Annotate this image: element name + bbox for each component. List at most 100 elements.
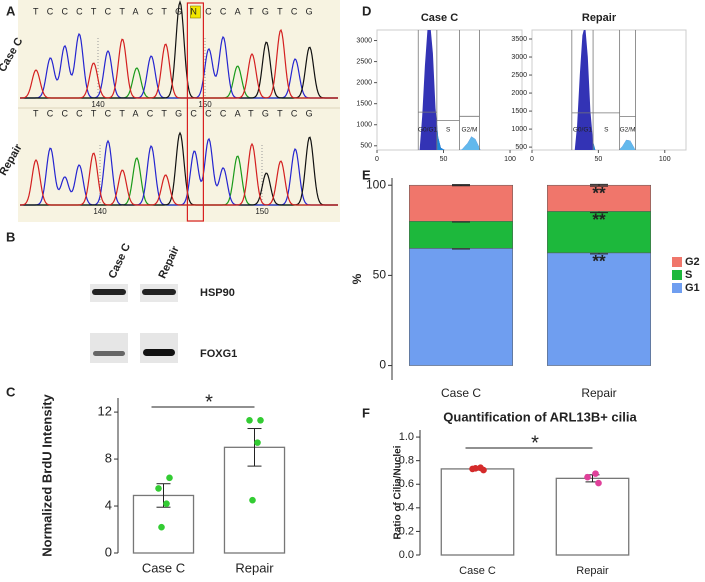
legend-swatch — [672, 283, 682, 293]
band — [143, 349, 175, 356]
panel-label: D — [362, 3, 371, 18]
data-point — [477, 464, 484, 472]
gate-label: G0/G1 — [573, 127, 593, 134]
position-label: 140 — [93, 207, 107, 216]
data-point — [246, 417, 253, 424]
bar-segment — [409, 221, 513, 249]
bar-segment — [547, 252, 651, 366]
data-point — [158, 523, 165, 531]
position-label: 150 — [255, 207, 269, 216]
y-axis-label: Normalized BrdU Intensity — [39, 393, 54, 556]
y-tick-label: 1.0 — [399, 431, 414, 443]
legend-label: G2 — [685, 256, 700, 268]
gate-label: G2/M — [620, 127, 636, 134]
data-point — [595, 479, 602, 487]
lane-label: Repair — [156, 244, 182, 281]
band — [93, 351, 125, 356]
chart-title: Case C — [421, 12, 458, 24]
x-tick-label: Case C — [441, 386, 481, 400]
y-tick-label: 2500 — [356, 58, 372, 65]
gate-label: S — [446, 127, 451, 134]
y-axis-label: Ratio of Cilia/Nuclei — [393, 445, 404, 539]
y-tick-label: 0 — [105, 544, 112, 559]
data-point — [472, 465, 479, 472]
y-tick-label: 3500 — [511, 36, 527, 43]
position-label: 150 — [198, 100, 212, 109]
y-tick-label: 1000 — [356, 122, 372, 129]
histogram — [419, 30, 481, 150]
y-tick-label: 100 — [366, 177, 386, 191]
y-tick-label: 500 — [360, 143, 372, 150]
plot-frame — [376, 29, 523, 151]
band-label: FOXG1 — [200, 348, 237, 360]
x-tick-label: Case C — [142, 560, 185, 575]
x-tick-label: Repair — [576, 565, 609, 577]
y-tick-label: 12 — [98, 404, 112, 419]
y-tick-label: 2000 — [356, 79, 372, 86]
y-tick-label: 1500 — [356, 101, 372, 108]
significance: ** — [592, 251, 606, 270]
y-tick-label: 2000 — [511, 90, 527, 97]
y-tick-label: 3000 — [356, 37, 372, 44]
y-tick-label: 0.8 — [399, 455, 414, 467]
y-tick-label: 1500 — [511, 108, 527, 115]
position-label: 140 — [91, 100, 105, 109]
y-tick-label: 0.6 — [399, 478, 414, 490]
panel-label: F — [362, 405, 370, 420]
y-tick-label: 8 — [105, 450, 112, 465]
panel-label: E — [362, 167, 371, 182]
chart-title: Repair — [582, 12, 617, 24]
significance: ** — [592, 184, 606, 203]
plot-frame — [531, 29, 687, 151]
x-tick-label: Repair — [235, 560, 274, 575]
y-tick-label: 2500 — [511, 72, 527, 79]
histogram — [436, 122, 445, 150]
legend-swatch — [672, 257, 682, 267]
data-point — [249, 496, 256, 504]
bar — [555, 477, 630, 556]
bar — [440, 468, 515, 556]
legend-label: G1 — [685, 282, 700, 294]
y-axis-label: % — [350, 273, 364, 284]
significance: ** — [592, 210, 606, 229]
y-tick-label: 3000 — [511, 54, 527, 61]
x-tick-label: 0 — [375, 156, 379, 163]
bar-segment — [547, 211, 651, 254]
data-point — [254, 439, 261, 446]
y-tick-label: 0.0 — [399, 549, 414, 561]
x-tick-label: 50 — [594, 156, 602, 163]
data-point — [584, 473, 591, 481]
bar-segment — [409, 248, 513, 366]
histogram — [574, 30, 636, 150]
band — [92, 289, 126, 295]
x-tick-label: Case C — [459, 565, 496, 577]
gate-label: S — [604, 127, 609, 134]
data-point — [163, 500, 170, 507]
bar-segment — [547, 184, 651, 212]
blot-bg — [90, 333, 128, 363]
legend-swatch — [672, 270, 682, 280]
band — [142, 289, 176, 295]
y-tick-label: 0.2 — [399, 525, 414, 537]
y-tick-label: 50 — [373, 268, 387, 282]
legend-label: S — [685, 269, 692, 281]
gate-label: G2/M — [462, 127, 478, 134]
band-label: HSP90 — [200, 287, 235, 299]
panel-label: C — [6, 384, 16, 399]
variant-box — [186, 2, 204, 222]
panel-label: B — [6, 229, 15, 244]
data-point — [257, 417, 264, 424]
y-tick-label: 0 — [379, 358, 386, 372]
histogram — [619, 139, 636, 150]
blot-bg — [140, 333, 178, 363]
chart-title: Quantification of ARL13B+ cilia — [443, 409, 637, 424]
x-tick-label: 0 — [530, 156, 534, 163]
y-tick-label: 1000 — [511, 126, 527, 133]
histogram — [593, 141, 620, 150]
y-tick-label: 500 — [515, 144, 527, 151]
x-tick-label: 100 — [504, 156, 516, 163]
y-tick-label: 4 — [105, 497, 112, 512]
y-tick-label: 0.4 — [399, 502, 414, 514]
